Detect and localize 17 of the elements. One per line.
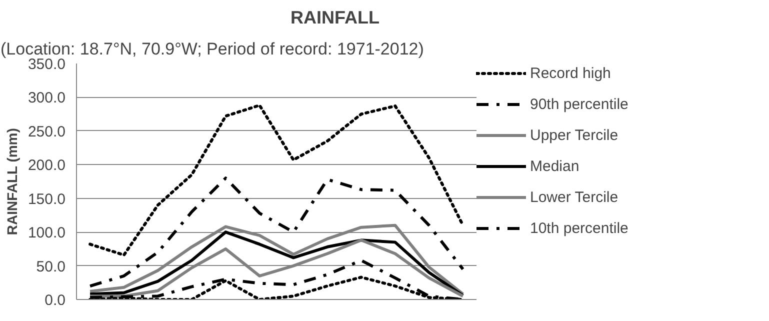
y-tick-label: 300.0 bbox=[28, 90, 66, 107]
y-tick-label: 100.0 bbox=[28, 224, 66, 242]
legend-label: 90th percentile bbox=[530, 96, 628, 112]
y-tick-label: 250.0 bbox=[28, 123, 66, 140]
legend-label: Lower Tercile bbox=[530, 188, 618, 206]
legend-label: 10th percentile bbox=[530, 220, 628, 236]
y-tick-label: 200.0 bbox=[28, 157, 66, 174]
y-tick-label: 350.0 bbox=[28, 56, 66, 73]
y-tick-label: 150.0 bbox=[28, 190, 66, 208]
chart-title: RAINFALL bbox=[290, 8, 380, 28]
y-tick-label: 0.0 bbox=[44, 292, 66, 309]
legend-label: Record high bbox=[530, 64, 611, 82]
chart-subtitle: (Location: 18.7°N, 70.9°W; Period of record: 1971-2012) bbox=[0, 40, 424, 58]
y-tick-label: 50.0 bbox=[36, 258, 66, 276]
legend-label: Upper Tercile bbox=[530, 126, 618, 144]
y-axis-title: RAINFALL (mm) bbox=[4, 128, 20, 236]
legend-label: Median bbox=[530, 158, 580, 174]
